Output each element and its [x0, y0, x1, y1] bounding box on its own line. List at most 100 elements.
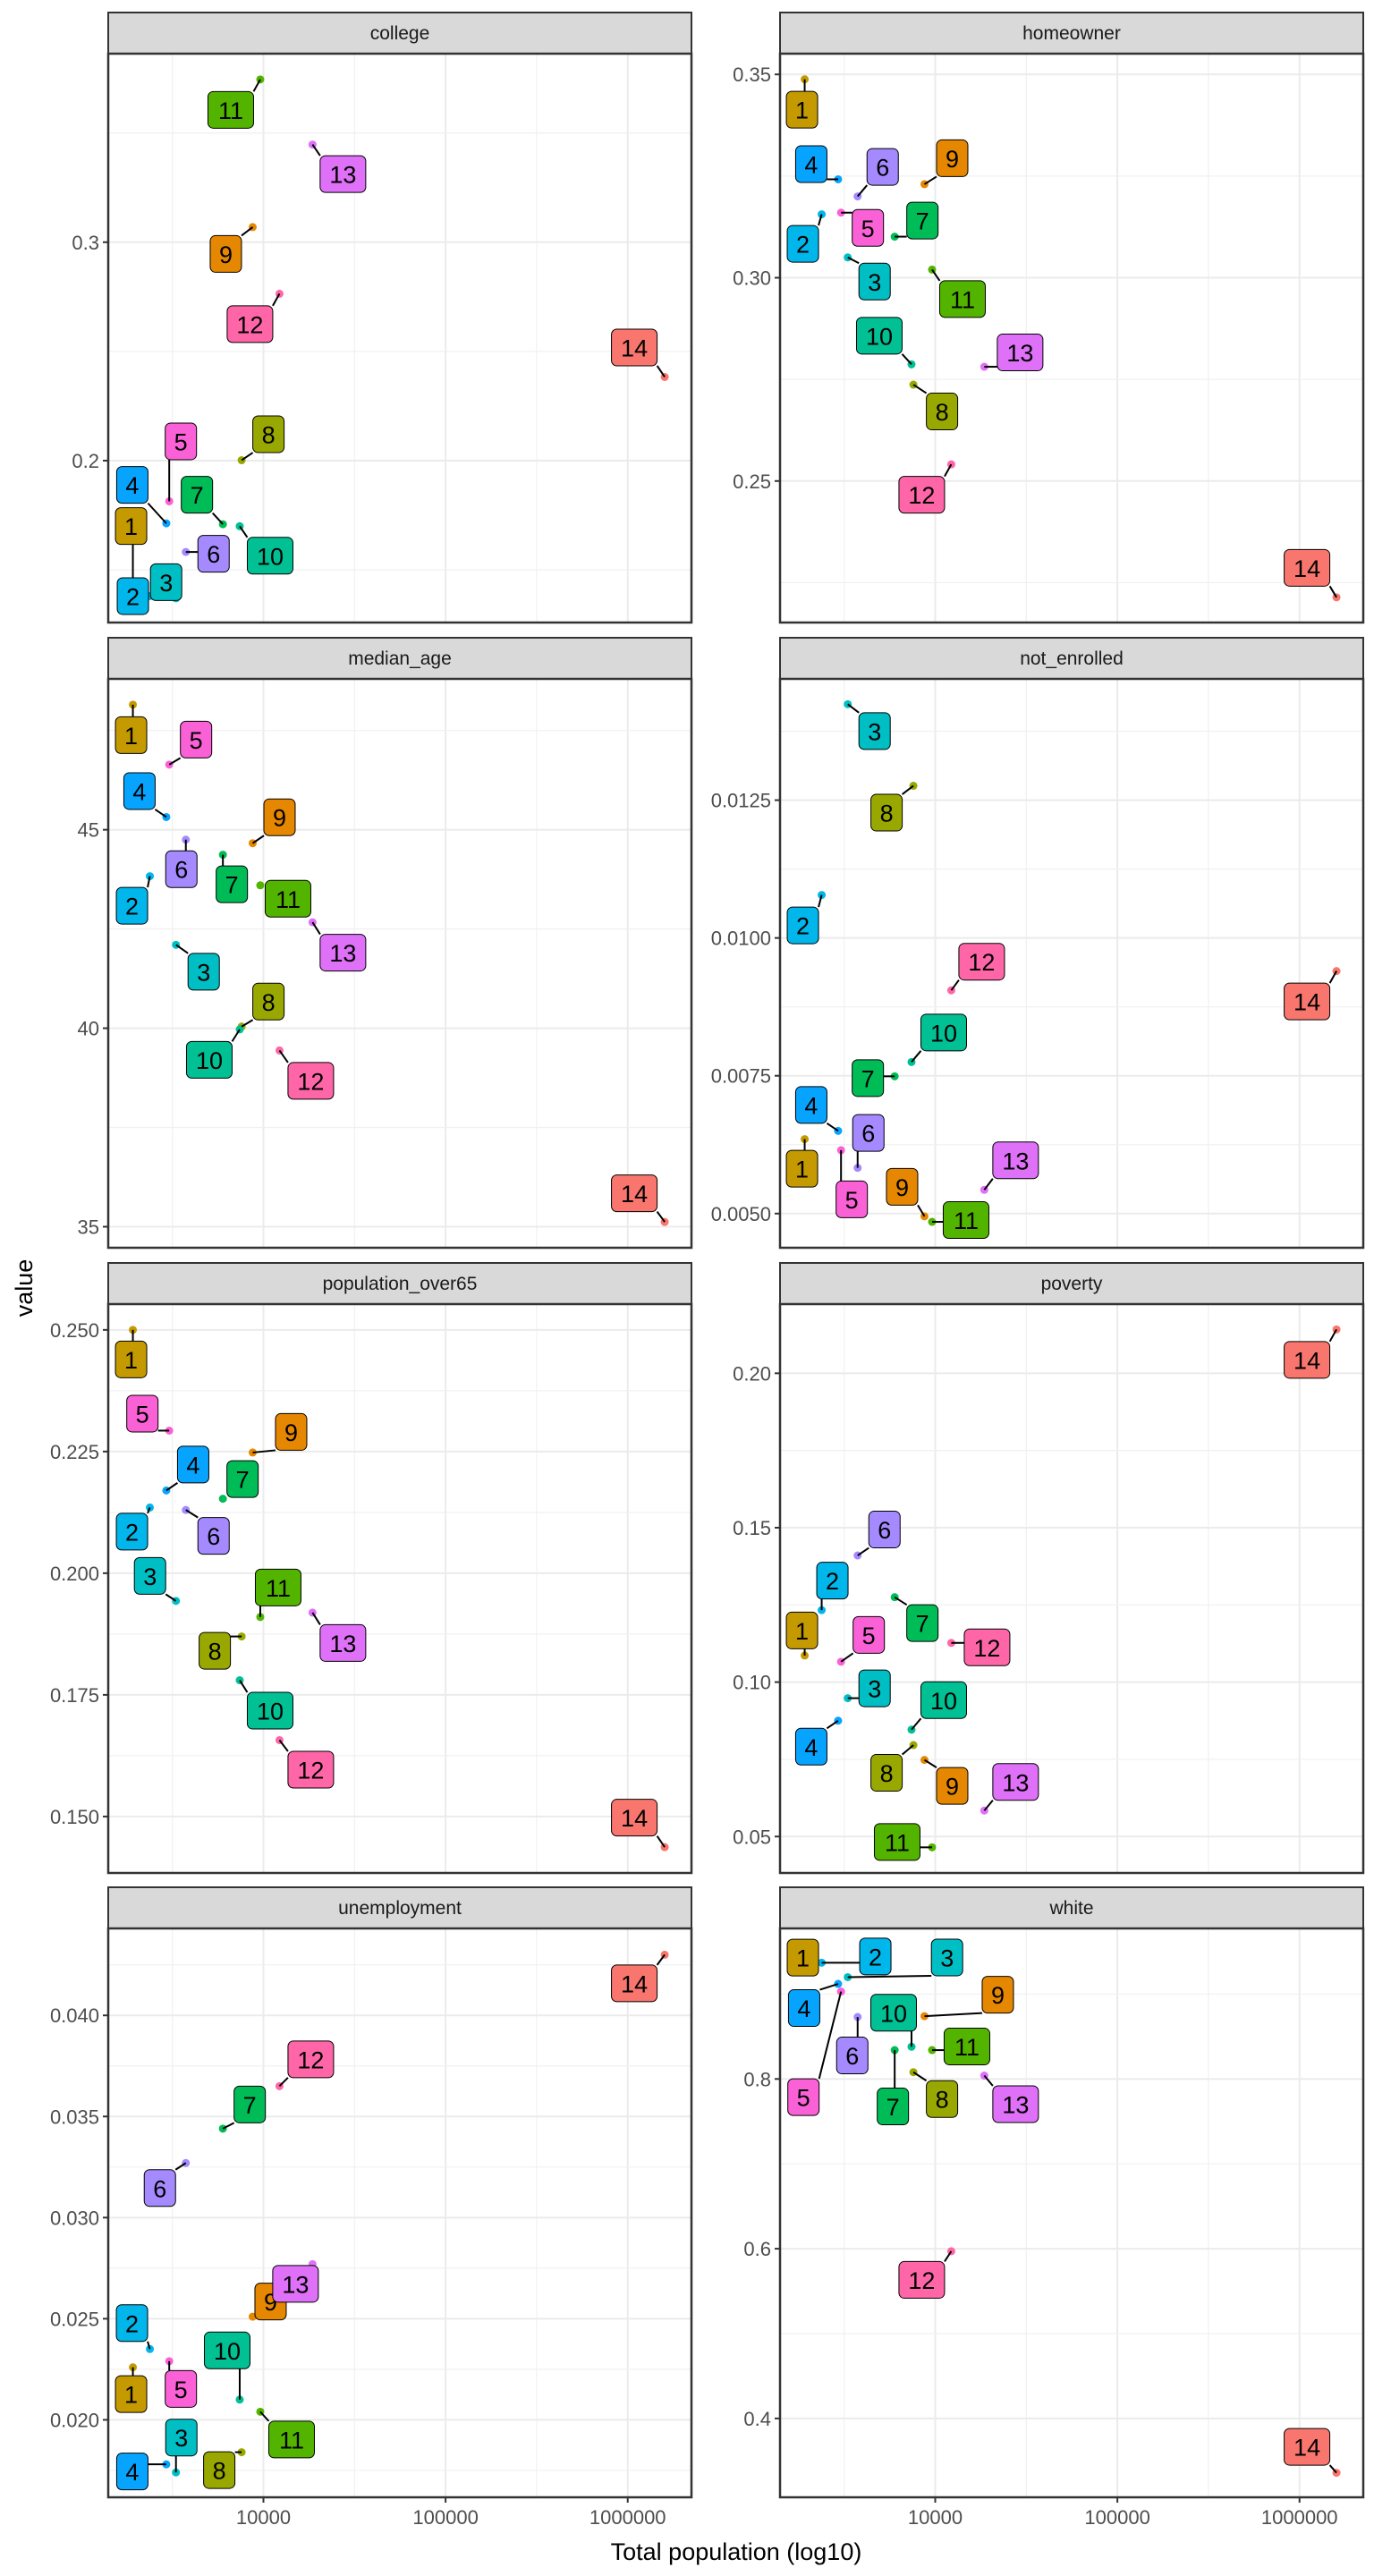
point-label-box [165, 422, 198, 461]
point-label-box [859, 1937, 892, 1976]
point-label-box [926, 393, 959, 431]
point-label-text: 3 [143, 1563, 157, 1590]
point-label-text: 1 [124, 1347, 138, 1374]
point-label-10: 10 [246, 1691, 293, 1730]
point-label-13: 13 [319, 1623, 367, 1662]
point-label-5: 5 [852, 1615, 886, 1654]
point-label-3: 3 [858, 712, 891, 750]
facet-not-enrolled: not_enrolled12345678910111213140.00500.0… [711, 637, 1365, 1250]
point-label-text: 6 [207, 1523, 220, 1550]
point-label-12: 12 [287, 1062, 335, 1100]
point-label-box [785, 1149, 818, 1188]
label-connector-14 [1328, 2464, 1337, 2474]
x-axis-title: Total population (log10) [611, 2538, 862, 2565]
point-label-box [233, 2085, 267, 2123]
point-label-9: 9 [936, 1767, 969, 1805]
point-label-box [149, 563, 182, 601]
point-label-text: 4 [125, 472, 139, 499]
point-label-13: 13 [992, 2085, 1039, 2123]
point-label-12: 12 [898, 476, 946, 514]
point-label-10: 10 [920, 1013, 967, 1052]
point-label-box [203, 2451, 236, 2489]
point-label-text: 7 [916, 208, 929, 235]
point-label-text: 12 [297, 2046, 324, 2073]
label-connector-12 [278, 1739, 289, 1752]
point-label-box [906, 1604, 939, 1642]
label-connector-6 [857, 1546, 869, 1556]
point-label-text: 1 [796, 1945, 810, 1972]
point-label-text: 4 [132, 778, 146, 805]
point-label-box [866, 148, 899, 186]
point-label-9: 9 [263, 798, 296, 836]
label-connector-13 [311, 144, 321, 157]
x-tick-label: 10000 [908, 2506, 963, 2529]
point-label-text: 11 [279, 2427, 304, 2453]
point-label-box [287, 1062, 335, 1100]
point-label-text: 11 [950, 286, 975, 313]
point-label-6: 6 [835, 2037, 869, 2075]
point-label-8: 8 [870, 1754, 903, 1792]
point-label-text: 14 [1293, 2435, 1320, 2462]
point-label-box [133, 1556, 166, 1595]
label-connector-11 [259, 2411, 270, 2422]
point-label-box [858, 1669, 891, 1707]
y-tick-label: 0.225 [50, 1441, 99, 1463]
point-label-text: 2 [125, 2310, 139, 2337]
point-label-10: 10 [920, 1681, 967, 1719]
point-label-7: 7 [852, 1059, 885, 1097]
data-point-11 [256, 881, 265, 890]
y-tick-label: 0.025 [50, 2308, 99, 2330]
point-label-box [185, 1040, 233, 1079]
point-label-box [936, 1767, 969, 1805]
point-label-text: 1 [124, 513, 138, 540]
label-connector-8 [241, 452, 254, 462]
point-label-box [816, 1562, 849, 1600]
point-label-box [287, 1750, 335, 1789]
point-label-text: 4 [804, 1092, 818, 1119]
point-label-1: 1 [114, 1340, 148, 1378]
point-label-text: 5 [862, 1623, 876, 1649]
panel-border [106, 677, 693, 1250]
point-label-box [180, 720, 213, 758]
point-label-box [263, 798, 296, 836]
label-connector-10 [901, 353, 912, 365]
point-label-box [252, 982, 285, 1021]
point-label-text: 7 [916, 1611, 929, 1638]
point-label-text: 5 [190, 727, 203, 754]
y-tick-label: 0.035 [50, 2106, 99, 2128]
point-label-9: 9 [886, 1167, 919, 1206]
point-label-box [906, 201, 939, 240]
point-label-box [794, 1086, 827, 1124]
point-label-box [115, 466, 148, 504]
point-label-text: 12 [908, 2267, 935, 2294]
point-label-6: 6 [852, 1114, 885, 1152]
point-label-text: 10 [866, 323, 893, 350]
point-label-8: 8 [926, 2080, 959, 2118]
label-connector-4 [154, 809, 167, 818]
point-label-text: 2 [796, 232, 810, 258]
point-label-text: 7 [225, 872, 239, 899]
point-label-2: 2 [859, 1937, 892, 1976]
panel-background [780, 679, 1363, 1248]
point-label-3: 3 [187, 953, 220, 991]
point-label-text: 4 [804, 1734, 818, 1761]
point-label-box [852, 1114, 885, 1152]
point-label-8: 8 [199, 1631, 232, 1670]
point-label-box [226, 305, 274, 343]
point-label-text: 11 [885, 1829, 910, 1856]
point-label-box [115, 2304, 148, 2343]
point-label-box [938, 280, 986, 318]
y-tick-label: 0.4 [743, 2408, 771, 2430]
point-label-text: 2 [125, 1519, 139, 1546]
point-label-text: 13 [1002, 2092, 1029, 2119]
point-label-11: 11 [873, 1823, 920, 1861]
point-label-1: 1 [786, 1938, 819, 1977]
label-connector-3 [165, 1593, 177, 1602]
point-label-14: 14 [1284, 1341, 1331, 1379]
point-label-3: 3 [133, 1556, 166, 1595]
point-label-box [835, 1180, 869, 1218]
label-connector-6 [174, 2162, 187, 2171]
point-label-3: 3 [930, 1938, 963, 1977]
